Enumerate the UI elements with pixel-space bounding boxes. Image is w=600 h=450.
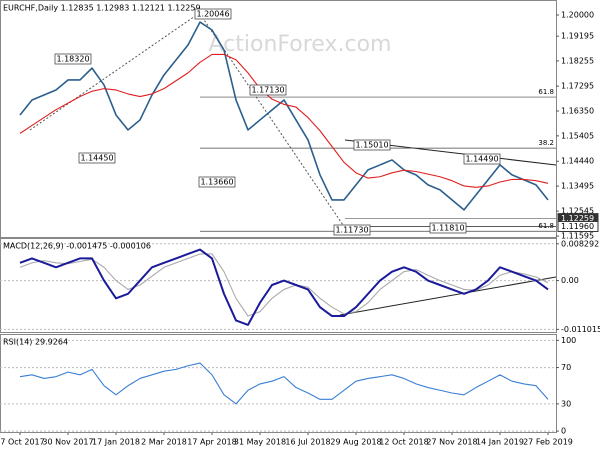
y-tick-label: 1.18255 xyxy=(561,56,594,65)
panel-title: MACD(12,26,9) -0.001475 -0.000106 xyxy=(3,242,151,251)
annotation-box xyxy=(78,152,116,164)
y-tick-label: 1.17295 xyxy=(561,82,594,91)
y-tick-label: 1.12545 xyxy=(561,207,594,216)
series-line xyxy=(19,53,549,188)
x-tick-label: 17 Apr 2018 xyxy=(187,438,236,447)
x-tick-label: 27 Nov 2018 xyxy=(426,438,477,447)
annotation-box xyxy=(463,153,501,165)
annotation-box xyxy=(54,53,92,65)
annotation-box xyxy=(429,222,467,234)
x-tick-label: 30 Nov 2017 xyxy=(42,438,93,447)
panel-title: RSI(14) 29.9264 xyxy=(3,338,68,347)
annotation-box xyxy=(194,8,232,20)
annotation-label: 1.11810 xyxy=(431,224,464,233)
y-tick-label: 1.16350 xyxy=(561,107,594,116)
x-tick-label: 17 Jan 2018 xyxy=(92,438,140,447)
y-tick-label: 100 xyxy=(561,336,576,345)
annotation: 1.17130 xyxy=(249,84,287,96)
panel-frame xyxy=(0,334,557,433)
panel-frame xyxy=(0,0,557,238)
annotation: 1.15010 xyxy=(353,139,391,151)
annotation-box xyxy=(333,224,371,236)
annotation-label: 1.20046 xyxy=(196,10,229,19)
annotation-label: 1.11730 xyxy=(335,226,368,235)
y-tick-label: 1.15405 xyxy=(561,131,594,140)
series-line xyxy=(19,248,549,326)
x-tick-label: 16 Jul 2018 xyxy=(285,438,330,447)
annotation: 1.11810 xyxy=(429,222,467,234)
y-tick-label: 0.008292 xyxy=(561,239,599,248)
annotation: 1.13660 xyxy=(198,176,236,188)
price-marker-label: 1.12259 xyxy=(561,214,594,223)
fib-label: 61.8 xyxy=(538,88,554,96)
series-line xyxy=(19,253,549,317)
x-tick-label: 29 Aug 2018 xyxy=(330,438,381,447)
trend-line xyxy=(199,13,346,229)
annotation-label: 1.18320 xyxy=(56,55,89,64)
x-tick-label: 2 Mar 2018 xyxy=(141,438,187,447)
y-tick-label: 0 xyxy=(561,427,566,436)
annotation: 1.14450 xyxy=(78,152,116,164)
y-tick-label: 70 xyxy=(561,363,571,372)
price-marker xyxy=(557,220,599,232)
y-tick-label: 30 xyxy=(561,399,571,408)
x-tick-label: 14 Jan 2019 xyxy=(476,438,524,447)
y-tick-label: 1.11595 xyxy=(561,232,594,241)
x-tick-label: 31 May 2018 xyxy=(234,438,286,447)
annotation-box xyxy=(249,84,287,96)
annotation-label: 1.14490 xyxy=(465,155,498,164)
annotation: 1.20046 xyxy=(194,8,232,20)
annotation: 1.18320 xyxy=(54,53,92,65)
annotation-label: 1.13660 xyxy=(200,178,233,187)
x-tick-label: 12 Oct 2018 xyxy=(379,438,428,447)
y-tick-label: 1.20000 xyxy=(561,10,594,19)
annotation: 1.11730 xyxy=(333,224,371,236)
annotation: 1.14490 xyxy=(463,153,501,165)
y-tick-label: -0.011015 xyxy=(561,325,600,334)
series-line xyxy=(19,362,549,405)
y-tick-label: 1.13495 xyxy=(561,182,594,191)
series-line xyxy=(19,21,549,211)
trend-line xyxy=(339,276,557,316)
panel-frame xyxy=(0,238,557,333)
price-marker-label: 1.11960 xyxy=(561,222,594,231)
y-tick-label: 1.14440 xyxy=(561,157,594,166)
x-tick-label: 27 Feb 2019 xyxy=(523,438,573,447)
annotation-box xyxy=(198,176,236,188)
y-tick-label: 1.19195 xyxy=(561,32,594,41)
annotation-box xyxy=(353,139,391,151)
annotation-label: 1.15010 xyxy=(355,141,388,150)
y-tick-label: 0.00 xyxy=(561,276,579,285)
annotation-label: 1.14450 xyxy=(80,154,113,163)
panel-title: EURCHF,Daily 1.12835 1.12983 1.12121 1.1… xyxy=(3,4,201,13)
watermark: ActionForex.com xyxy=(209,32,392,57)
x-tick-label: 17 Oct 2017 xyxy=(0,438,45,447)
fib-label: 38.2 xyxy=(538,139,554,147)
annotation-label: 1.17130 xyxy=(251,86,284,95)
